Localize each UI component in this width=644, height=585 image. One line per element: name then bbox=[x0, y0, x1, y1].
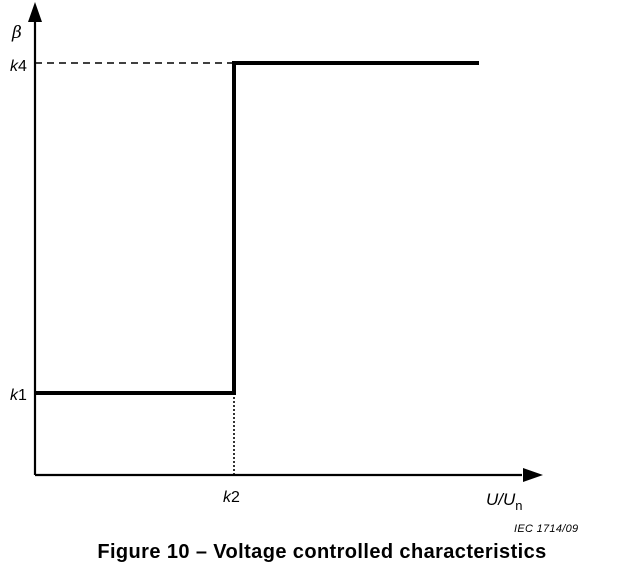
y-tick-label-k4: k4 bbox=[10, 58, 27, 75]
figure-caption: Figure 10 – Voltage controlled character… bbox=[97, 541, 547, 563]
x-axis-label: U/Un bbox=[486, 490, 523, 513]
y-tick-k4-suffix: 4 bbox=[18, 58, 27, 75]
x-axis-label-subscript: n bbox=[515, 498, 522, 513]
figure-source-tag: IEC 1714/09 bbox=[514, 523, 578, 535]
x-tick-k2-prefix: k bbox=[223, 489, 232, 506]
y-axis-label: β bbox=[11, 23, 22, 43]
y-tick-k4-prefix: k bbox=[10, 58, 19, 75]
y-tick-k1-prefix: k bbox=[10, 387, 19, 404]
x-axis-label-main: U/U bbox=[486, 490, 516, 509]
y-tick-k1-suffix: 1 bbox=[18, 387, 27, 404]
y-tick-label-k1: k1 bbox=[10, 387, 27, 404]
x-tick-label-k2: k2 bbox=[223, 489, 240, 506]
y-axis-arrowhead bbox=[28, 2, 42, 22]
x-tick-k2-suffix: 2 bbox=[231, 489, 240, 506]
voltage-characteristic-chart: β U/Un k4 k1 k2 IEC 1714/09 bbox=[10, 2, 578, 535]
x-axis-arrowhead bbox=[523, 468, 543, 482]
